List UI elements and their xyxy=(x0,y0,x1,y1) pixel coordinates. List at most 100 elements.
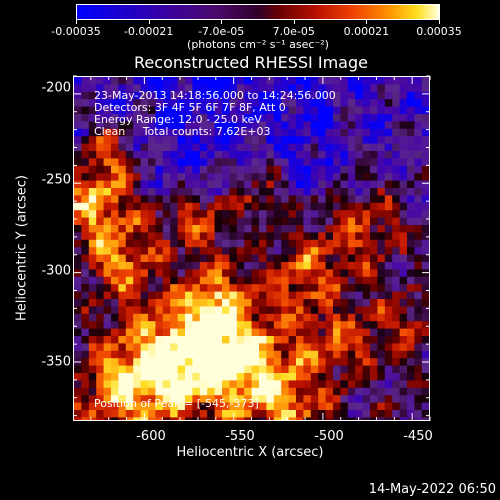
heatmap-cell xyxy=(88,365,97,374)
heatmap-cell xyxy=(384,247,393,256)
heatmap-cell xyxy=(251,402,260,411)
heatmap-cell xyxy=(118,306,127,315)
heatmap-cell xyxy=(111,402,119,411)
heatmap-cell xyxy=(229,269,238,278)
heatmap-cell xyxy=(236,77,245,85)
heatmap-cell xyxy=(296,262,304,270)
heatmap-cell xyxy=(88,202,97,211)
heatmap-cell xyxy=(192,313,201,322)
heatmap-cell xyxy=(177,395,186,404)
heatmap-cell xyxy=(162,99,171,108)
heatmap-cell xyxy=(303,291,312,300)
heatmap-cell xyxy=(133,180,142,189)
heatmap-cell xyxy=(125,365,134,374)
colorbar-tick xyxy=(76,20,77,24)
heatmap-cell xyxy=(325,128,334,137)
heatmap-cell xyxy=(259,202,267,211)
heatmap-cell xyxy=(407,387,415,396)
heatmap-cell xyxy=(340,343,349,352)
heatmap-cell xyxy=(155,417,164,420)
heatmap-cell xyxy=(399,321,408,330)
heatmap-cell xyxy=(362,276,371,285)
heatmap-cell xyxy=(281,158,290,167)
heatmap-cell xyxy=(355,114,364,122)
heatmap-cell xyxy=(222,173,230,182)
heatmap-cell xyxy=(310,247,319,256)
heatmap-cell xyxy=(88,188,97,196)
heatmap-cell xyxy=(170,291,179,300)
heatmap-cell xyxy=(133,373,142,381)
heatmap-cell xyxy=(207,417,216,420)
heatmap-cell xyxy=(229,365,238,374)
heatmap-cell xyxy=(296,313,304,322)
heatmap-cell xyxy=(340,284,349,293)
heatmap-cell xyxy=(288,299,297,307)
heatmap-cell xyxy=(429,136,430,144)
heatmap-cell xyxy=(259,373,267,381)
heatmap-cell xyxy=(244,373,253,381)
heatmap-cell xyxy=(273,269,282,278)
heatmap-cell xyxy=(392,143,401,152)
heatmap-cell xyxy=(407,158,415,167)
heatmap-cell xyxy=(170,395,179,404)
heatmap-cell xyxy=(133,343,142,352)
heatmap-cell xyxy=(325,410,334,418)
heatmap-cell xyxy=(222,350,230,359)
heatmap-cell xyxy=(236,195,245,204)
heatmap-cell xyxy=(125,77,134,85)
heatmap-cell xyxy=(133,188,142,196)
heatmap-cell xyxy=(377,417,386,420)
heatmap-cell xyxy=(192,365,201,374)
heatmap-cell xyxy=(140,121,149,130)
heatmap-cell xyxy=(303,210,312,219)
heatmap-cell xyxy=(81,202,90,211)
colorbar-tick xyxy=(366,20,368,24)
heatmap-cell xyxy=(318,321,327,330)
heatmap-cell xyxy=(318,121,327,130)
heatmap-cell xyxy=(88,343,97,352)
heatmap-cell xyxy=(251,202,260,211)
heatmap-cell xyxy=(207,91,216,100)
heatmap-cell xyxy=(288,387,297,396)
heatmap-cell xyxy=(407,395,415,404)
colorbar-unit: (photons cm⁻² s⁻¹ asec⁻²) xyxy=(187,38,329,51)
heatmap-cell xyxy=(296,299,304,307)
heatmap-cell xyxy=(340,225,349,233)
heatmap-cell xyxy=(288,343,297,352)
heatmap-cell xyxy=(355,165,364,174)
heatmap-cell xyxy=(214,299,223,307)
heatmap-cell xyxy=(96,262,105,270)
heatmap-cell xyxy=(303,188,312,196)
heatmap-cell xyxy=(325,313,334,322)
heatmap-cell xyxy=(177,336,186,344)
heatmap-cell xyxy=(421,380,429,389)
heatmap-cell xyxy=(111,276,119,285)
heatmap-cell xyxy=(340,417,349,420)
heatmap-cell xyxy=(303,195,312,204)
heatmap-cell xyxy=(236,217,245,226)
heatmap-cell xyxy=(162,180,171,189)
heatmap-cell xyxy=(333,77,341,85)
heatmap-cell xyxy=(370,136,378,145)
heatmap-cell xyxy=(429,114,430,122)
heatmap-cell xyxy=(377,336,386,344)
heatmap-cell xyxy=(185,188,193,196)
heatmap-cell xyxy=(414,395,423,404)
heatmap-cell xyxy=(340,247,349,256)
heatmap-cell xyxy=(81,91,90,100)
heatmap-cell xyxy=(325,114,334,122)
heatmap-cell xyxy=(103,313,112,322)
heatmap-cell xyxy=(148,313,156,322)
heatmap-cell xyxy=(296,210,304,219)
heatmap-cell xyxy=(399,373,408,381)
heatmap-cell xyxy=(347,232,356,241)
heatmap-cell xyxy=(125,299,134,307)
heatmap-cell xyxy=(251,269,260,278)
heatmap-cell xyxy=(207,380,216,389)
heatmap-cell xyxy=(96,106,105,115)
heatmap-cell xyxy=(273,136,282,145)
heatmap-cell xyxy=(214,380,223,389)
heatmap-cell xyxy=(347,336,356,344)
heatmap-cell xyxy=(236,91,245,100)
heatmap-cell xyxy=(407,210,415,219)
